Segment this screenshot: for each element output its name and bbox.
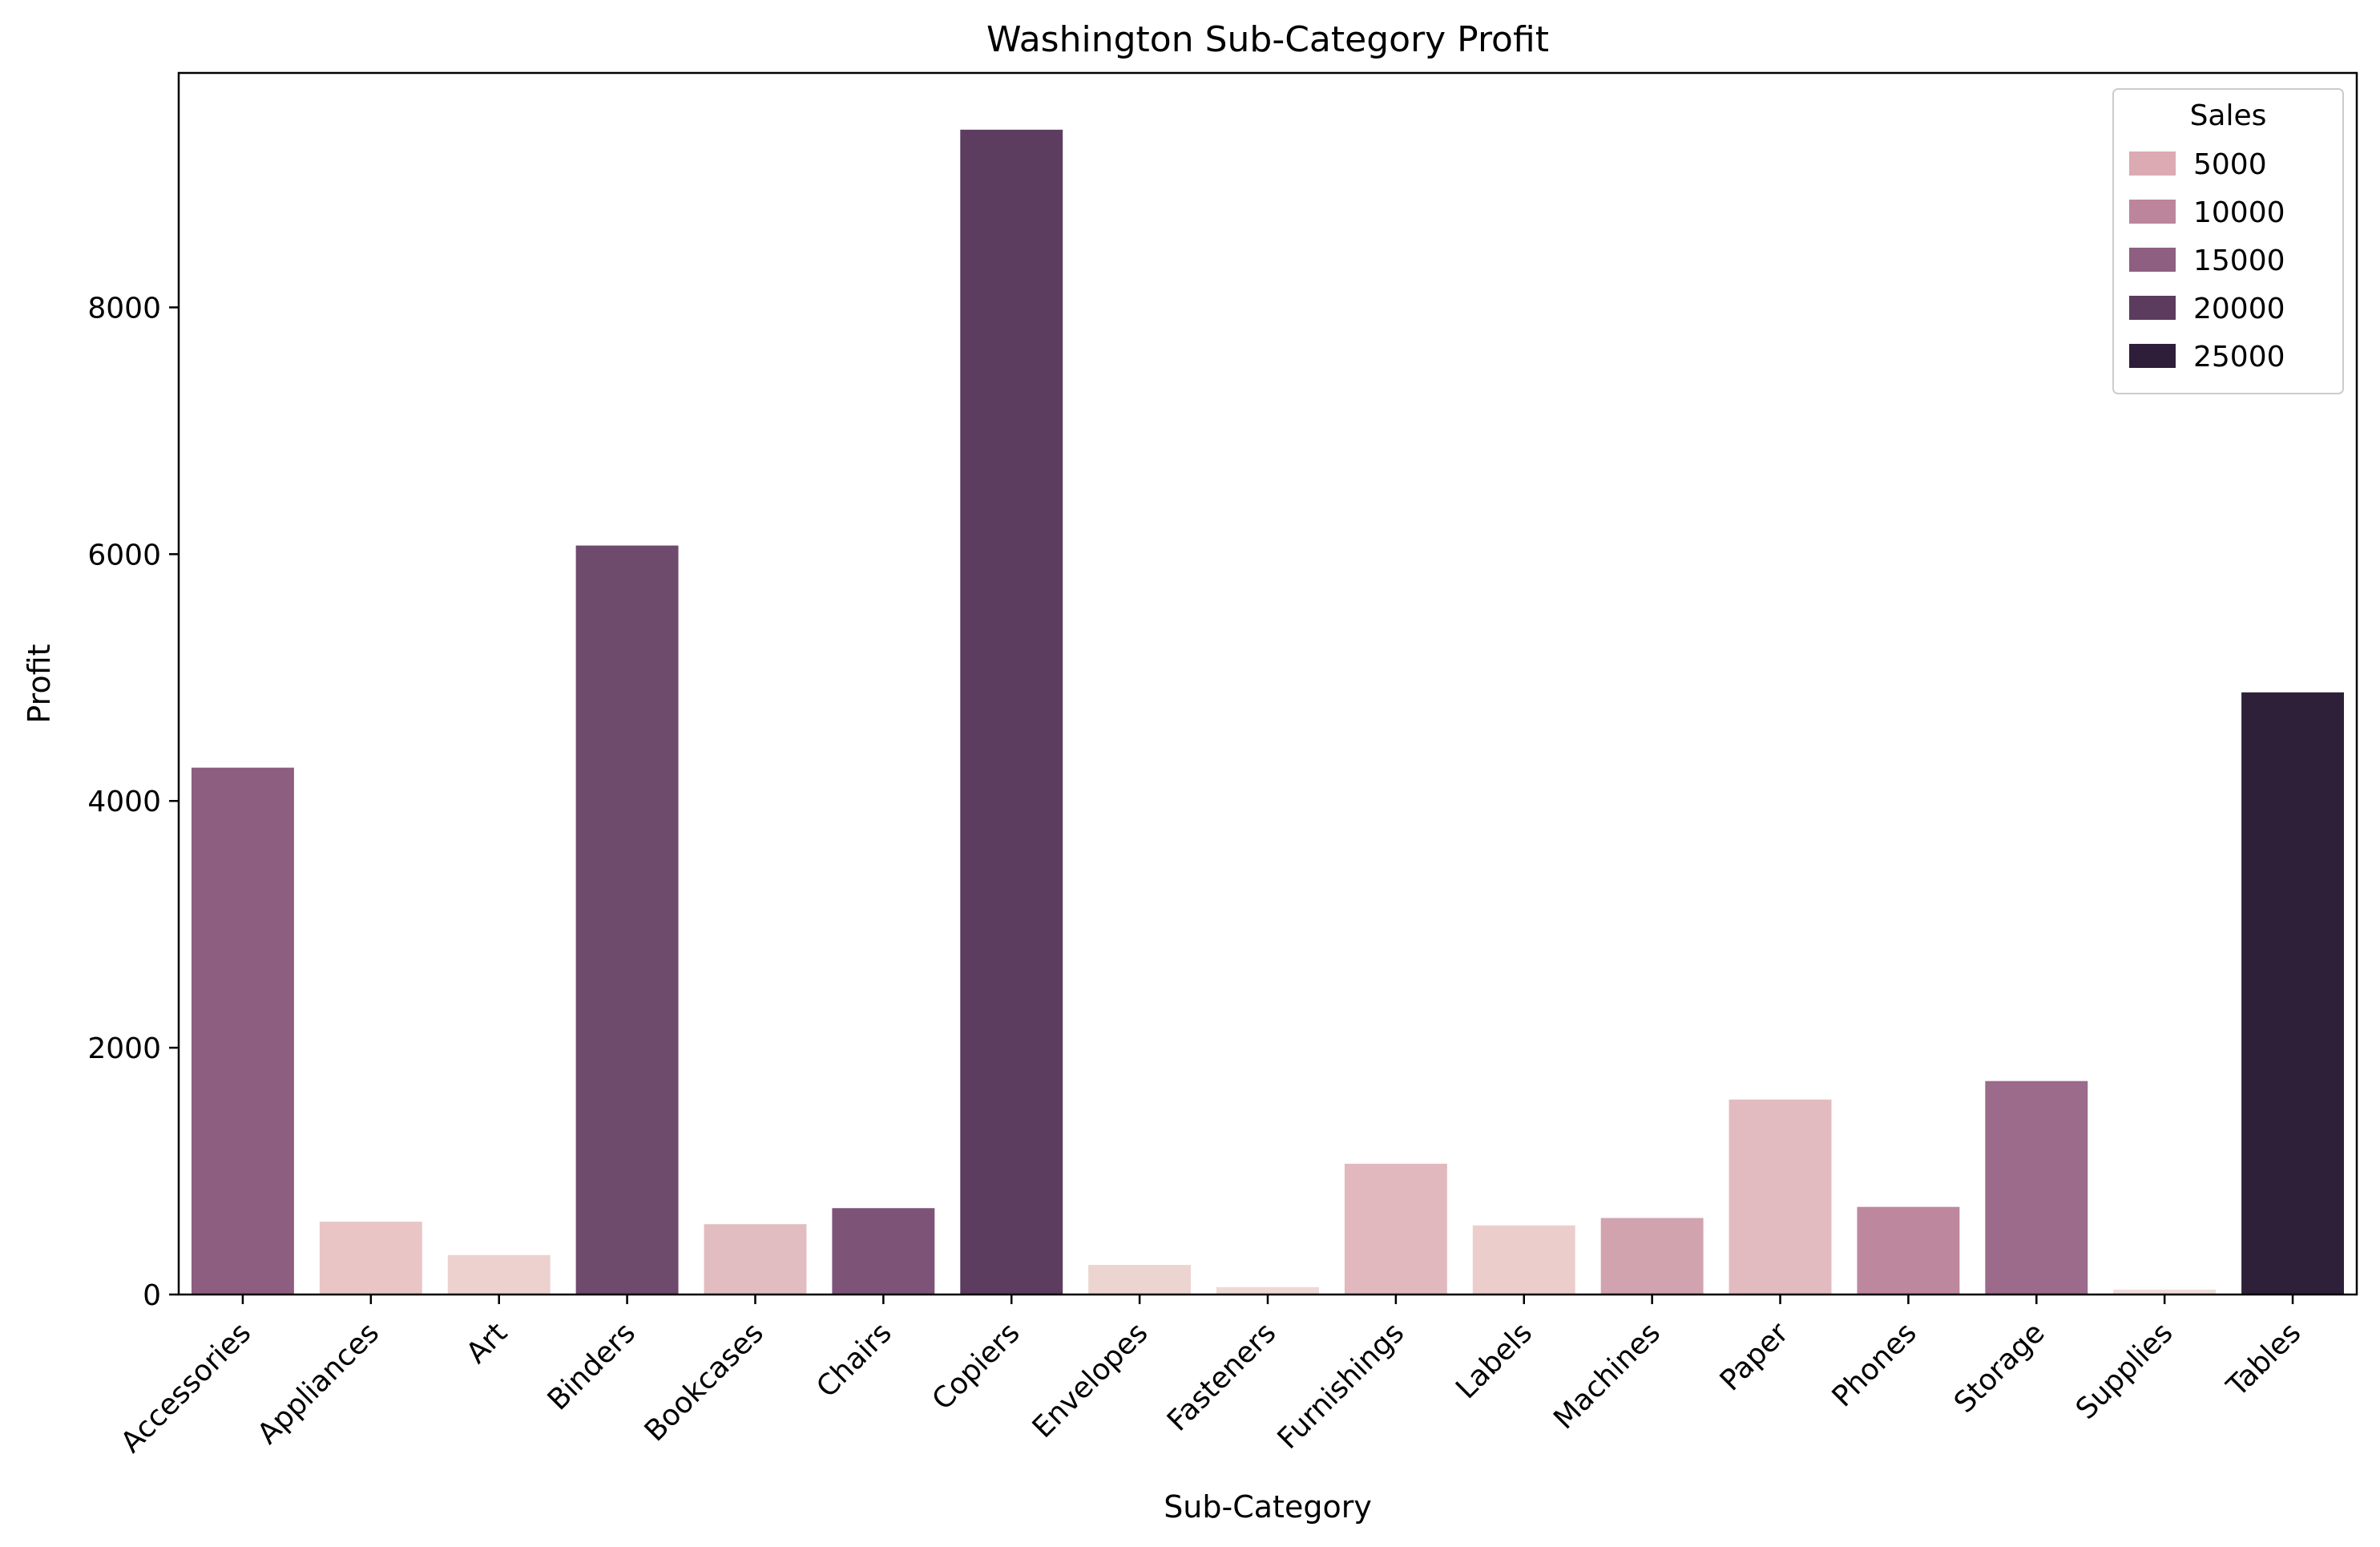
legend-title: Sales <box>2190 99 2267 132</box>
legend-swatch-20000 <box>2129 296 2176 320</box>
x-tick-label-accessories: Accessories <box>115 1316 257 1459</box>
bar-appliances <box>319 1222 422 1295</box>
y-tick-label: 6000 <box>87 539 161 572</box>
y-tick-label: 4000 <box>87 786 161 818</box>
x-tick-label-chairs: Chairs <box>810 1316 898 1404</box>
bar-tables <box>2241 692 2345 1295</box>
bar-chairs <box>832 1208 935 1295</box>
y-axis: 0 2000 4000 6000 8000 <box>87 292 179 1312</box>
y-tick-label: 0 <box>143 1279 161 1312</box>
bar-supplies <box>2113 1289 2217 1295</box>
legend: Sales 5000 10000 15000 20000 25000 <box>2112 88 2344 394</box>
x-tick-label-fasteners: Fasteners <box>1161 1316 1282 1437</box>
x-tick-label-phones: Phones <box>1826 1316 1923 1413</box>
bar-bookcases <box>704 1224 807 1295</box>
x-tick-label-bookcases: Bookcases <box>639 1316 770 1448</box>
legend-label-20000: 20000 <box>2193 293 2285 325</box>
legend-label-25000: 25000 <box>2193 341 2285 374</box>
x-tick-label-appliances: Appliances <box>252 1316 386 1451</box>
x-axis-label: Sub-Category <box>1164 1489 1372 1525</box>
legend-label-5000: 5000 <box>2193 148 2267 181</box>
y-axis-label: Profit <box>22 644 57 723</box>
legend-swatch-5000 <box>2129 151 2176 176</box>
bar-labels <box>1472 1225 1575 1295</box>
bar-copiers <box>960 129 1063 1295</box>
legend-items: 5000 10000 15000 20000 25000 <box>2129 148 2285 374</box>
bar-machines <box>1600 1218 1704 1295</box>
bar-fasteners <box>1216 1286 1319 1295</box>
y-tick-label: 2000 <box>87 1032 161 1065</box>
legend-swatch-15000 <box>2129 248 2176 272</box>
legend-label-10000: 10000 <box>2193 196 2285 229</box>
bar-accessories <box>191 767 294 1295</box>
x-tick-label-binders: Binders <box>542 1316 642 1416</box>
x-tick-label-art: Art <box>460 1316 514 1370</box>
x-tick-label-envelopes: Envelopes <box>1027 1316 1155 1444</box>
chart-title: Washington Sub-Category Profit <box>986 19 1549 60</box>
x-tick-label-furnishings: Furnishings <box>1272 1316 1411 1456</box>
bars-group <box>191 129 2345 1295</box>
bar-binders <box>575 545 679 1295</box>
bar-storage <box>1985 1080 2088 1295</box>
bar-art <box>447 1254 551 1295</box>
y-tick-label: 8000 <box>87 292 161 325</box>
bar-paper <box>1729 1099 1832 1295</box>
bar-furnishings <box>1344 1163 1447 1295</box>
x-tick-label-copiers: Copiers <box>926 1316 1027 1416</box>
x-tick-label-paper: Paper <box>1714 1316 1795 1397</box>
legend-label-15000: 15000 <box>2193 244 2285 277</box>
x-tick-label-tables: Tables <box>2221 1316 2308 1404</box>
bar-phones <box>1857 1206 1960 1295</box>
x-tick-label-storage: Storage <box>1948 1316 2051 1420</box>
legend-swatch-10000 <box>2129 200 2176 224</box>
legend-swatch-25000 <box>2129 344 2176 368</box>
bar-envelopes <box>1088 1265 1192 1295</box>
x-tick-label-machines: Machines <box>1547 1316 1667 1436</box>
x-tick-label-labels: Labels <box>1450 1316 1539 1405</box>
x-tick-label-supplies: Supplies <box>2070 1316 2180 1426</box>
